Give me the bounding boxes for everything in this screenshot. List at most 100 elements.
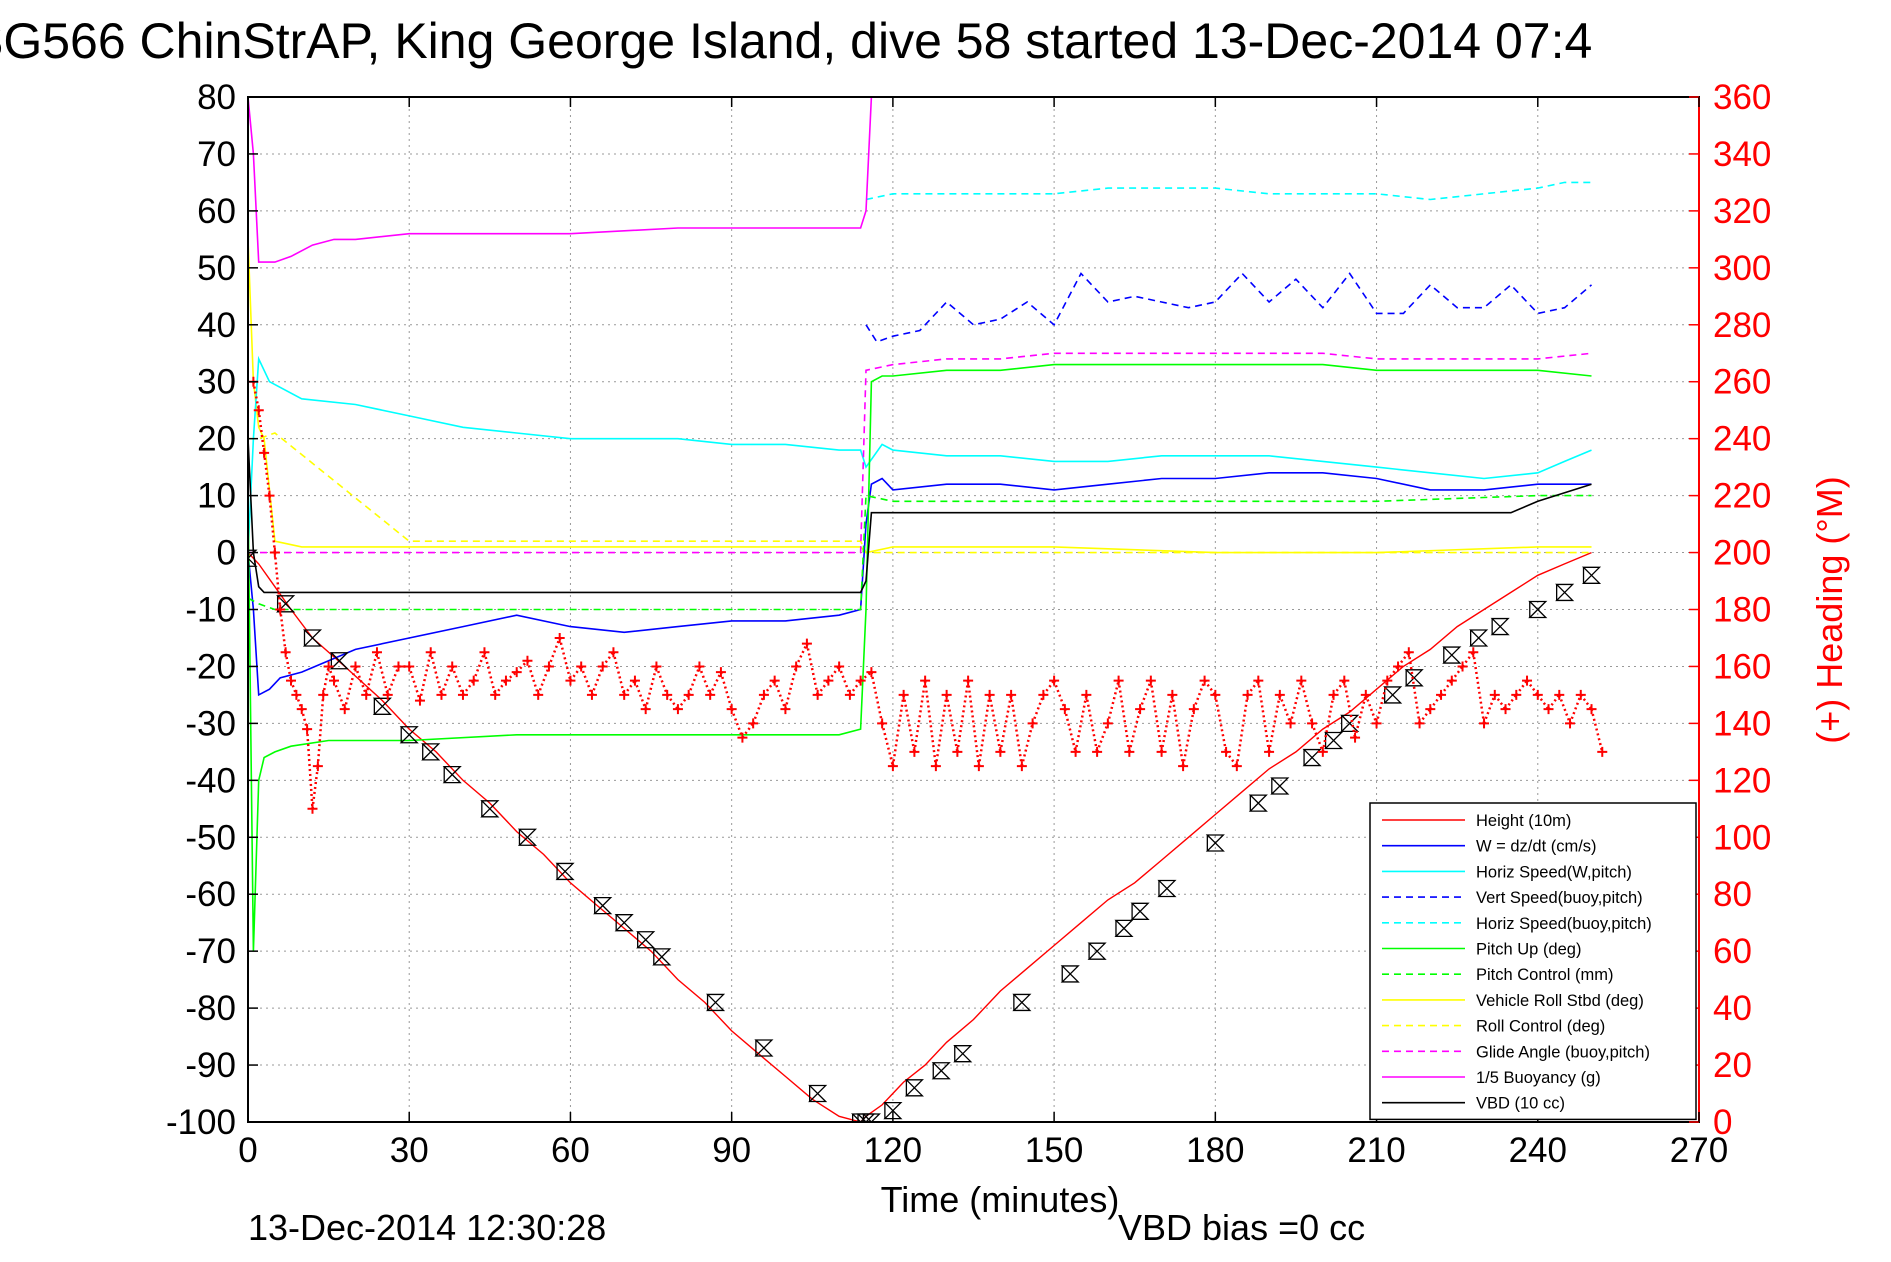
heading-point: [1565, 718, 1576, 729]
depth-marker: [1248, 794, 1268, 812]
heading-segment: [1257, 680, 1271, 753]
heading-point: [565, 675, 576, 686]
heading-segment: [1235, 694, 1249, 767]
heading-segment: [773, 680, 787, 710]
left-tick-label: 80: [197, 78, 236, 117]
heading-point: [533, 689, 544, 700]
timestamp-footer: 13-Dec-2014 12:30:28: [248, 1207, 606, 1248]
right-tick-label: 260: [1713, 363, 1771, 402]
left-tick-label: -50: [185, 818, 236, 857]
heading-segment: [365, 651, 379, 696]
heading-point: [323, 661, 334, 672]
heading-segment: [472, 651, 486, 682]
left-tick-label: -60: [185, 875, 236, 914]
heading-segment: [1128, 708, 1142, 753]
heading-segment: [795, 643, 809, 667]
heading-point: [576, 661, 587, 672]
heading-segment: [923, 680, 938, 767]
heading-segment: [655, 666, 669, 696]
x-tick-label: 240: [1509, 1131, 1567, 1170]
heading-segment: [300, 708, 309, 730]
heading-point: [1092, 746, 1103, 757]
depth-marker: [1012, 993, 1032, 1012]
heading-segment: [305, 728, 314, 809]
heading-point: [1145, 675, 1156, 686]
depth-marker: [480, 800, 500, 818]
heading-point: [447, 661, 458, 672]
depth-marker: [1205, 834, 1225, 852]
depth-marker: [1114, 919, 1134, 938]
right-tick-label: 200: [1713, 534, 1771, 573]
legend-entry-label: VBD (10 cc): [1476, 1095, 1565, 1113]
heading-segment: [1353, 694, 1368, 738]
heading-segment: [1149, 680, 1163, 753]
legend-entry-label: Height (10m): [1476, 812, 1571, 830]
heading-segment: [644, 666, 658, 710]
left-tick-label: -70: [185, 932, 236, 971]
legend-entry-label: Glide Angle (buoy,pitch): [1476, 1043, 1650, 1061]
depth-marker: [1157, 879, 1177, 898]
heading-segment: [526, 660, 540, 696]
heading-segment: [751, 694, 766, 724]
heading-segment: [1117, 680, 1131, 753]
heading-point: [414, 695, 425, 706]
heading-point: [672, 704, 683, 715]
depth-marker: [614, 914, 634, 932]
left-tick-label: -100: [166, 1103, 236, 1142]
right-tick-label: 40: [1713, 989, 1752, 1028]
heading-segment: [698, 666, 712, 696]
heading-segment: [451, 666, 465, 696]
series-horiz-speed-w-pitch: [248, 355, 1592, 553]
heading-segment: [934, 694, 948, 767]
heading-segment: [1482, 694, 1496, 724]
heading-point: [619, 689, 630, 700]
x-tick-label: 270: [1670, 1131, 1728, 1170]
right-tick-label: 120: [1713, 761, 1771, 800]
right-tick-label: 20: [1713, 1046, 1752, 1085]
heading-segment: [805, 643, 819, 696]
heading-point: [253, 405, 264, 416]
left-tick-label: 20: [197, 420, 236, 459]
depth-marker: [555, 862, 575, 881]
heading-segment: [1020, 723, 1034, 767]
heading-segment: [1289, 680, 1303, 724]
heading-point: [1403, 647, 1414, 658]
heading-segment: [1568, 694, 1582, 724]
depth-marker: [754, 1039, 774, 1057]
left-tick-label: -10: [185, 591, 236, 630]
x-tick-label: 120: [864, 1131, 922, 1170]
heading-point: [608, 647, 619, 658]
heading-segment: [913, 680, 927, 753]
depth-marker: [372, 697, 392, 715]
heading-segment: [1009, 694, 1024, 767]
right-axis-label: (+) Heading (°M): [1809, 476, 1850, 743]
depth-marker: [1270, 777, 1290, 795]
x-tick-label: 150: [1025, 1131, 1083, 1170]
heading-segment: [633, 680, 647, 710]
left-axis-ticks: 80 70 60 50 40 30 20 10 0 -10 -20 -30 -40 -50 -60 -70 -8…: [166, 78, 258, 1142]
left-tick-label: 60: [197, 192, 236, 231]
heading-point: [1221, 746, 1232, 757]
left-tick-label: 30: [197, 363, 236, 402]
depth-marker: [1581, 566, 1602, 584]
heading-segment: [687, 666, 701, 696]
left-tick-label: -40: [185, 761, 236, 800]
legend-entry-label: W = dz/dt (cm/s): [1476, 838, 1597, 856]
left-tick-label: -90: [185, 1046, 236, 1085]
x-tick-label: 210: [1347, 1131, 1405, 1170]
vbd-bias-footer: VBD bias =0 cc: [1118, 1207, 1365, 1248]
depth-marker: [652, 948, 672, 966]
right-tick-label: 280: [1713, 306, 1771, 345]
heading-segment: [316, 694, 325, 767]
heading-point: [1511, 689, 1522, 700]
heading-point: [554, 632, 565, 643]
heading-segment: [784, 666, 798, 710]
heading-segment: [1310, 722, 1324, 753]
heading-point: [1027, 718, 1038, 729]
heading-point: [995, 746, 1006, 757]
heading-segment: [1375, 680, 1389, 724]
heading-point: [436, 689, 447, 700]
heading-point: [339, 704, 350, 715]
heading-point: [705, 689, 716, 700]
